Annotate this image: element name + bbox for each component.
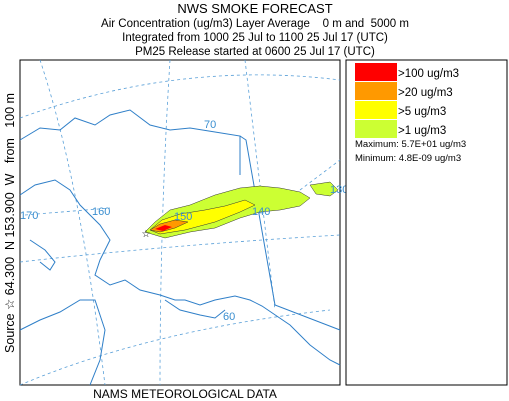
map-labels: 70 170 160 150 140 130 60 [20, 119, 348, 323]
map-label: 130 [330, 184, 348, 196]
legend-label: >5 ug/m3 [398, 106, 446, 118]
title: NWS SMOKE FORECAST [177, 1, 332, 16]
source-label: Source ☆ 64.300 N 153.900 W from 100 m [3, 93, 17, 353]
map-label: 170 [20, 210, 38, 222]
graticule [19, 59, 341, 386]
map-label: 160 [92, 206, 110, 218]
legend-label: >100 ug/m3 [398, 68, 459, 80]
coastline [19, 109, 341, 386]
legend: >100 ug/m3 >20 ug/m3 >5 ug/m3 >1 ug/m3 Maxim… [345, 59, 508, 386]
smoke-plume: ☆ [142, 181, 339, 240]
minimum: Minimum: 4.8E-09 ug/m3 [355, 153, 461, 164]
legend-swatch [355, 101, 397, 119]
legend-swatch [355, 82, 397, 100]
legend-swatch [355, 120, 397, 138]
subtitle: PM25 Release started at 0600 25 Jul 17 (… [135, 46, 375, 58]
footer: NAMS METEOROLOGICAL DATA [93, 387, 277, 401]
subtitle: Air Concentration (ug/m3) Layer Average … [101, 18, 409, 30]
maximum: Maximum: 5.7E+01 ug/m3 [355, 139, 466, 150]
map-label: 70 [204, 119, 216, 131]
map: ☆ 70 170 160 150 140 130 60 [19, 59, 348, 386]
source-marker: ☆ [142, 229, 151, 240]
subtitle: Integrated from 1000 25 Jul to 1100 25 J… [122, 32, 388, 44]
legend-frame [345, 59, 508, 386]
map-label: 140 [252, 206, 270, 218]
map-label: 60 [223, 311, 235, 323]
legend-label: >1 ug/m3 [398, 125, 446, 137]
map-label: 150 [174, 211, 192, 223]
legend-swatch [355, 63, 397, 81]
legend-label: >20 ug/m3 [398, 87, 453, 99]
